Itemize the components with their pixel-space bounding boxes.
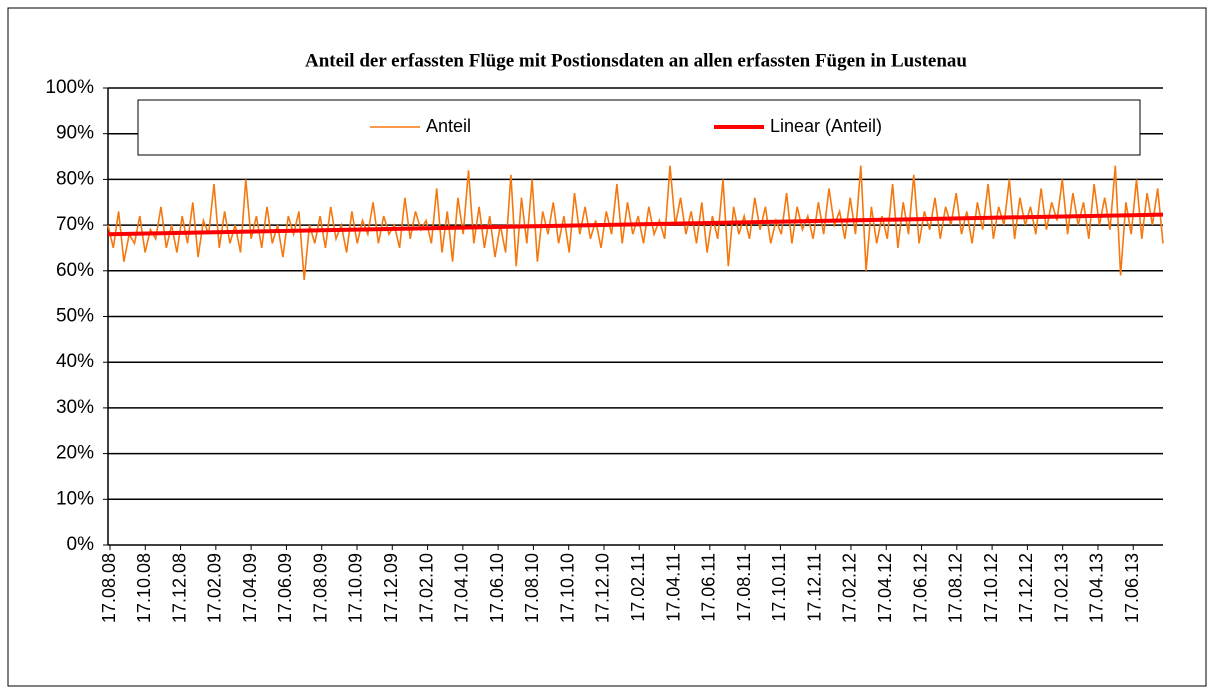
x-tick-label: 17.12.10 [593, 553, 613, 623]
x-tick-label: 17.06.11 [699, 553, 719, 622]
x-tick-label: 17.10.10 [557, 553, 577, 623]
x-tick-label: 17.06.12 [910, 553, 930, 623]
x-tick-label: 17.02.11 [628, 553, 648, 622]
chart-title: Anteil der erfassten Flüge mit Postionsd… [305, 50, 967, 71]
x-tick-label: 17.06.09 [275, 553, 295, 623]
y-tick-label: 0% [67, 534, 95, 555]
x-tick-label: 17.10.09 [346, 553, 366, 623]
y-tick-label: 30% [56, 397, 94, 418]
y-tick-label: 90% [56, 123, 94, 144]
x-tick-label: 17.02.09 [205, 553, 225, 623]
legend-label: Linear (Anteil) [770, 116, 882, 136]
y-tick-label: 60% [56, 260, 94, 281]
y-tick-label: 10% [56, 488, 94, 509]
y-tick-label: 50% [56, 306, 94, 327]
x-tick-label: 17.08.10 [522, 553, 542, 623]
x-tick-label: 17.10.12 [981, 553, 1001, 623]
y-tick-label: 70% [56, 214, 94, 235]
x-tick-label: 17.10.08 [134, 553, 154, 623]
y-tick-label: 40% [56, 351, 94, 372]
x-tick-label: 17.06.13 [1122, 553, 1142, 623]
y-tick-label: 80% [56, 168, 94, 189]
y-tick-label: 100% [45, 77, 94, 98]
plot-area: 0% 10% 20% 30% 40% 50% 60% 70% 80% 90% 100% 17.08.0… [45, 77, 1164, 623]
x-tick-label: 17.08.12 [946, 553, 966, 623]
legend: Anteil Linear (Anteil) [137, 99, 1141, 156]
x-tick-label: 17.02.13 [1051, 553, 1071, 623]
x-tick-label: 17.12.08 [169, 553, 189, 623]
y-tick-label: 20% [56, 443, 94, 464]
trend-line [107, 212, 1164, 237]
x-tick-label: 17.12.12 [1016, 553, 1036, 623]
x-tick-label: 17.02.12 [840, 553, 860, 623]
x-tick-label: 17.06.10 [487, 553, 507, 623]
x-tick-label: 17.04.11 [663, 553, 683, 622]
x-tick-label: 17.10.11 [769, 553, 789, 622]
x-tick-label: 17.12.11 [804, 553, 824, 622]
x-tick-label: 17.08.08 [99, 553, 119, 623]
legend-box [137, 99, 1141, 156]
x-tick-label: 17.02.10 [416, 553, 436, 623]
x-tick-label: 17.04.09 [240, 553, 260, 623]
legend-label: Anteil [426, 116, 471, 136]
x-tick-label: 17.08.09 [310, 553, 330, 623]
x-tick-label: 17.04.10 [452, 553, 472, 623]
x-tick-label: 17.04.13 [1087, 553, 1107, 623]
x-tick-label: 17.04.12 [875, 553, 895, 623]
x-tick-label: 17.08.11 [734, 553, 754, 622]
x-tick-label: 17.12.09 [381, 553, 401, 623]
